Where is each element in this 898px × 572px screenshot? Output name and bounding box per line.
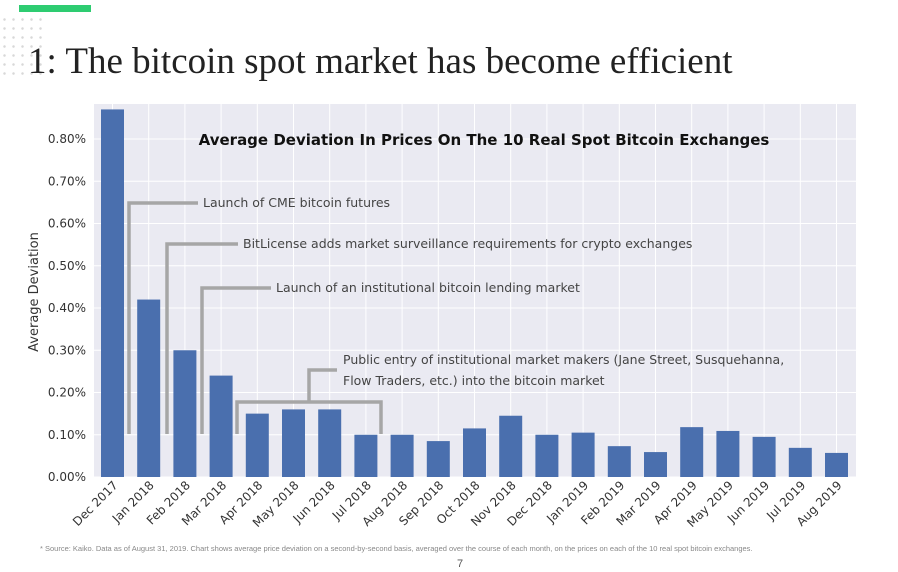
bar [825,452,848,477]
annotation-label: Public entry of institutional market mak… [343,352,784,367]
bar [571,432,595,477]
accent-bar [19,5,91,12]
bar [535,434,559,477]
bar [716,430,740,477]
y-tick-label: 0.30% [48,343,86,357]
annotation-label: BitLicense adds market surveillance requ… [243,236,692,251]
x-tick-label: Dec 2017 [70,478,121,529]
y-tick-label: 0.40% [48,301,86,315]
y-tick-label: 0.50% [48,259,86,273]
bar [137,299,161,477]
annotation-bracket [200,286,271,434]
bar [752,436,776,477]
page-number: 7 [457,558,464,570]
annotation-label: Launch of an institutional bitcoin lendi… [276,280,580,295]
dot-pattern [0,15,45,75]
bar [499,415,523,477]
footnote: * Source: Kaiko. Data as of August 31, 2… [40,544,753,553]
y-tick-label: 0.80% [48,132,86,146]
y-axis-label: Average Deviation [27,232,42,352]
annotation-bracket [127,201,198,434]
y-tick-label: 0.60% [48,217,86,231]
y-tick-label: 0.20% [48,386,86,400]
annotation-label: Flow Traders, etc.) into the bitcoin mar… [343,373,605,388]
bar [390,434,414,477]
bar [318,409,342,477]
annotation-bracket [235,368,383,434]
y-tick-label: 0.10% [48,428,86,442]
y-tick-label: 0.00% [48,470,86,484]
bar [607,446,631,477]
chart-title: Average Deviation In Prices On The 10 Re… [199,131,770,149]
bar [426,441,450,477]
bar [173,350,197,477]
bar [680,427,704,477]
bar [101,109,124,478]
slide-title: 1: The bitcoin spot market has become ef… [28,41,733,82]
bar [282,409,305,477]
bar [209,375,233,477]
bar [245,413,269,477]
bar [644,452,667,477]
bar [354,434,378,477]
y-tick-label: 0.70% [48,174,86,188]
bar [788,447,812,477]
annotation-bracket [165,242,238,434]
annotation-label: Launch of CME bitcoin futures [203,195,390,210]
bar [463,428,486,477]
